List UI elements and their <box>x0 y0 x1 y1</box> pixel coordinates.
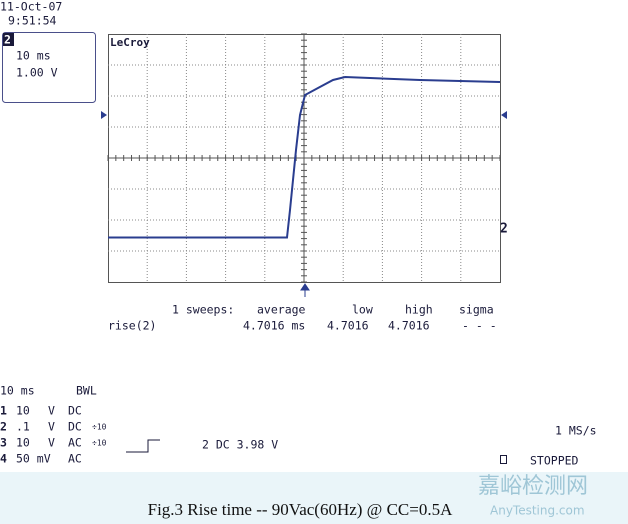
channel-list: 1 10 V DC 2 .1 V DC ÷10 3 10 V AC ÷10 4 50 mV AC <box>0 404 107 466</box>
graticule <box>107 33 501 283</box>
channel-field: DC <box>68 420 82 434</box>
volts: 1.00 V <box>16 66 58 80</box>
time: 9:51:54 <box>8 14 57 28</box>
bandwidth: BWL <box>76 384 97 398</box>
channel-box <box>2 32 96 103</box>
watermark-url: AnyTesting.com <box>490 504 585 518</box>
trigger-marker <box>300 283 310 297</box>
channel-number: 1 <box>0 404 7 418</box>
brand: LeCroy <box>110 36 150 49</box>
status-box <box>500 455 507 464</box>
trigger-setting: 2 DC 3.98 V <box>202 438 278 452</box>
stats-header: high <box>405 303 433 317</box>
caption-bar <box>0 472 628 524</box>
level-marker <box>501 111 507 119</box>
channel-field: 10 <box>16 436 30 450</box>
channel-field: ÷10 <box>92 423 107 432</box>
channel-tag <box>3 33 14 46</box>
waveform <box>108 75 501 239</box>
channel-field: DC <box>68 404 82 418</box>
stats-value: 4.7016 ms <box>243 319 305 333</box>
channel-number: 4 <box>0 452 7 466</box>
stats-sweeps: 1 sweeps: <box>172 303 234 317</box>
channel-field: V <box>48 436 55 450</box>
timebase-setting: 10 ms <box>0 384 35 398</box>
status: STOPPED <box>530 454 579 468</box>
channel-field: ÷10 <box>92 439 107 448</box>
channel-number: 2 <box>4 33 11 47</box>
trace-marker: 2 <box>500 222 508 237</box>
stats-header: sigma <box>459 303 494 317</box>
channel-field: AC <box>68 452 82 466</box>
channel-field: V <box>48 404 55 418</box>
stats-value: 4.7016 <box>388 319 430 333</box>
watermark: 嘉峪检测网 <box>478 474 588 499</box>
channel-field: AC <box>68 436 82 450</box>
stats-value: 4.7016 <box>327 319 369 333</box>
date: 11-Oct-07 <box>0 0 62 14</box>
stats-value: - - - <box>462 319 497 333</box>
channel-field: 10 <box>16 404 30 418</box>
channel-field: .1 <box>16 420 30 434</box>
stats-label: rise(2) <box>108 319 156 333</box>
stats-header: average <box>257 303 306 317</box>
trigger-symbol <box>126 439 160 453</box>
caption: Fig.3 Rise time -- 90Vac(60Hz) @ CC=0.5A <box>148 500 453 519</box>
channel-field: 50 mV <box>16 452 51 466</box>
level-marker <box>101 111 107 119</box>
channel-number: 2 <box>0 420 7 434</box>
stats-header: low <box>352 303 373 317</box>
channel-field: V <box>48 420 55 434</box>
sample-rate: 1 MS/s <box>555 424 597 438</box>
channel-number: 3 <box>0 436 7 450</box>
timebase: 10 ms <box>16 49 51 63</box>
